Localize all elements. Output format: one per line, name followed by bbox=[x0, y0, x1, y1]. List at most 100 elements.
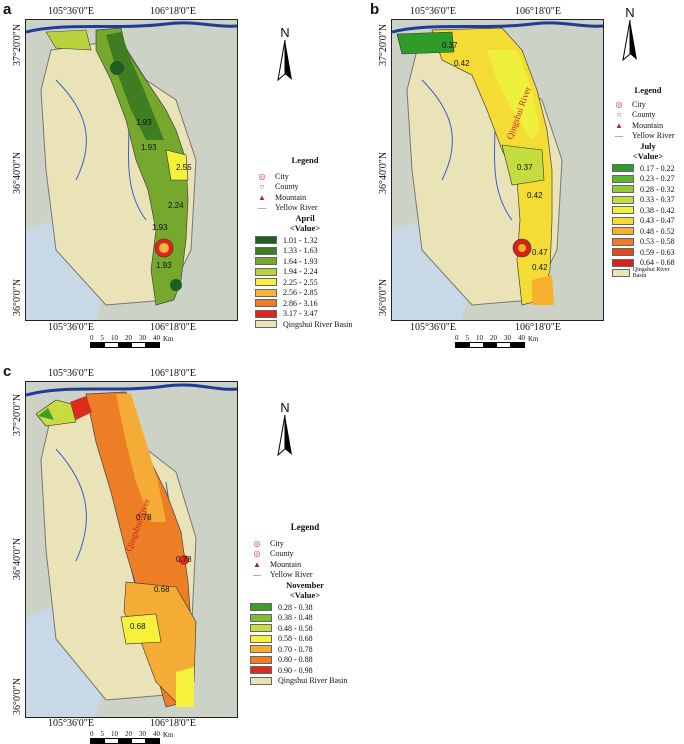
legend-range-label: 0.28 - 0.32 bbox=[640, 184, 675, 194]
north-arrow-icon bbox=[622, 19, 637, 62]
legend-class-row: 0.33 - 0.37 bbox=[612, 195, 684, 206]
contour-label-b5: 0.47 bbox=[532, 248, 548, 257]
legend-range-label: 0.70 - 0.78 bbox=[278, 644, 313, 654]
city-icon: ◎ bbox=[258, 171, 266, 181]
legend-range-label: 0.33 - 0.37 bbox=[640, 195, 675, 205]
legend-class-row: 1.01 - 1.32 bbox=[255, 235, 355, 246]
legend-swatch bbox=[612, 174, 634, 183]
legend-range-label: 1.01 - 1.32 bbox=[283, 235, 318, 245]
county-icon: ○ bbox=[259, 182, 265, 192]
legend-class-row: 1.94 - 2.24 bbox=[255, 267, 355, 278]
scale-bar-a: 0 5 10 20 30 40 bbox=[90, 334, 160, 348]
contour-label-b4: 0.42 bbox=[527, 191, 543, 200]
legend-swatch bbox=[612, 258, 634, 267]
legend-swatch bbox=[255, 267, 277, 276]
lon-label-right-c: 106°18'0"E bbox=[150, 368, 196, 379]
legend-class-row: 2.25 - 2.55 bbox=[255, 277, 355, 288]
legend-range-label: 0.38 - 0.48 bbox=[278, 613, 313, 623]
lat-label-top-c: 37°20'0"N bbox=[12, 393, 23, 436]
scale-unit-a: Km bbox=[163, 335, 174, 343]
scale-bar-b: 0 5 10 20 30 40 bbox=[455, 334, 525, 348]
legend-range-label: 0.28 - 0.38 bbox=[278, 602, 313, 612]
contour-label-a2: 1.93 bbox=[141, 143, 157, 152]
basin-swatch-b bbox=[612, 269, 630, 278]
north-arrow-icon bbox=[277, 39, 292, 82]
mountain-icon: ▲ bbox=[615, 120, 623, 130]
legend-class-row: 0.28 - 0.38 bbox=[250, 602, 360, 613]
river-icon: — bbox=[253, 570, 261, 580]
lat-label-mid-c: 36°40'0"N bbox=[12, 537, 23, 580]
basin-swatch-a bbox=[255, 320, 277, 329]
legend-class-row: 3.17 - 3.47 bbox=[255, 309, 355, 320]
legend-class-row: 0.43 - 0.47 bbox=[612, 216, 684, 227]
lat-label-bot-b: 36°0'0"N bbox=[378, 278, 389, 316]
map-frame-b: Qingshui River 0.37 0.42 0.37 0.42 0.47 … bbox=[391, 19, 604, 321]
legend-class-row: 0.17 - 0.22 bbox=[612, 163, 684, 174]
legend-swatch bbox=[255, 257, 277, 266]
lon-label-bottom-left-b: 105°36'0"E bbox=[410, 322, 456, 333]
legend-swatch bbox=[250, 645, 272, 654]
contour-label-c3: 0.68 bbox=[154, 585, 170, 594]
legend-range-label: 0.48 - 0.52 bbox=[640, 226, 675, 236]
legend-range-label: 0.64 - 0.68 bbox=[640, 258, 675, 268]
legend-classes-c: 0.28 - 0.38 0.38 - 0.48 0.48 - 0.58 0.58 - … bbox=[250, 602, 360, 676]
legend-range-label: 0.58 - 0.68 bbox=[278, 634, 313, 644]
legend-swatch bbox=[612, 164, 634, 173]
lon-label-bottom-left-c: 105°36'0"E bbox=[48, 718, 94, 729]
legend-swatch bbox=[612, 216, 634, 225]
legend-swatch bbox=[250, 624, 272, 633]
lon-label-bottom-right-c: 106°18'0"E bbox=[150, 718, 196, 729]
legend-classes-a: 1.01 - 1.32 1.33 - 1.63 1.64 - 1.93 1.94 - … bbox=[255, 235, 355, 319]
legend-class-row: 2.86 - 3.16 bbox=[255, 298, 355, 309]
scale-unit-b: Km bbox=[528, 335, 539, 343]
legend-swatch bbox=[612, 185, 634, 194]
legend-range-label: 2.25 - 2.55 bbox=[283, 277, 318, 287]
legend-class-row: 0.28 - 0.32 bbox=[612, 184, 684, 195]
legend-class-row: 0.48 - 0.58 bbox=[250, 623, 360, 634]
legend-swatch bbox=[612, 237, 634, 246]
legend-class-row: 0.59 - 0.63 bbox=[612, 247, 684, 258]
legend-swatch bbox=[255, 309, 277, 318]
map-frame-c: Qingshui River 0.78 0.78 0.68 0.68 bbox=[25, 381, 238, 718]
legend-class-row: 0.80 - 0.88 bbox=[250, 655, 360, 666]
legend-range-label: 1.94 - 2.24 bbox=[283, 267, 318, 277]
legend-range-label: 2.56 - 2.85 bbox=[283, 288, 318, 298]
legend-swatch bbox=[255, 278, 277, 287]
contour-label-a4: 1.93 bbox=[156, 261, 172, 270]
legend-range-label: 0.43 - 0.47 bbox=[640, 216, 675, 226]
north-arrow-b: N bbox=[615, 5, 645, 67]
legend-class-row: 0.58 - 0.68 bbox=[250, 634, 360, 645]
panel-label-b: b bbox=[370, 1, 380, 18]
lon-label-left-c: 105°36'0"E bbox=[48, 368, 94, 379]
lon-label-bottom-right-a: 106°18'0"E bbox=[150, 322, 196, 333]
city-icon: ◎ bbox=[253, 538, 261, 548]
panel-label-a: a bbox=[3, 1, 12, 18]
lat-label-mid-a: 36°40'0"N bbox=[12, 151, 23, 194]
legend-range-label: 0.90 - 0.98 bbox=[278, 665, 313, 675]
lat-label-bot-c: 36°0'0"N bbox=[12, 677, 23, 715]
contour-label-c2: 0.78 bbox=[176, 555, 192, 564]
legend-range-label: 1.33 - 1.63 bbox=[283, 246, 318, 256]
legend-range-label: 0.48 - 0.58 bbox=[278, 623, 313, 633]
legend-class-row: 0.38 - 0.42 bbox=[612, 205, 684, 216]
map-frame-a: 1.93 1.93 1.93 1.93 2.24 2.55 bbox=[25, 19, 238, 321]
contour-label-a3: 1.93 bbox=[152, 223, 168, 232]
legend-range-label: 0.17 - 0.22 bbox=[640, 163, 675, 173]
county-icon: ○ bbox=[616, 110, 622, 120]
lon-label-right-a: 106°18'0"E bbox=[150, 6, 196, 17]
legend-range-label: 2.86 - 3.16 bbox=[283, 298, 318, 308]
legend-c: Legend ◎ City ◎ County ▲ Mountain — Yellow R… bbox=[250, 522, 360, 686]
legend-swatch bbox=[612, 206, 634, 215]
lat-label-bot-a: 36°0'0"N bbox=[12, 278, 23, 316]
lon-label-bottom-left-a: 105°36'0"E bbox=[48, 322, 94, 333]
contour-label-b1: 0.37 bbox=[442, 41, 458, 50]
contour-label-c4: 0.68 bbox=[130, 622, 146, 631]
contour-label-a6: 2.55 bbox=[176, 163, 192, 172]
lat-label-mid-b: 36°40'0"N bbox=[378, 151, 389, 194]
legend-swatch bbox=[255, 246, 277, 255]
panel-label-c: c bbox=[3, 363, 12, 380]
legend-swatch bbox=[250, 603, 272, 612]
legend-class-row: 0.38 - 0.48 bbox=[250, 613, 360, 624]
lon-label-left-a: 105°36'0"E bbox=[48, 6, 94, 17]
legend-class-row: 0.70 - 0.78 bbox=[250, 644, 360, 655]
